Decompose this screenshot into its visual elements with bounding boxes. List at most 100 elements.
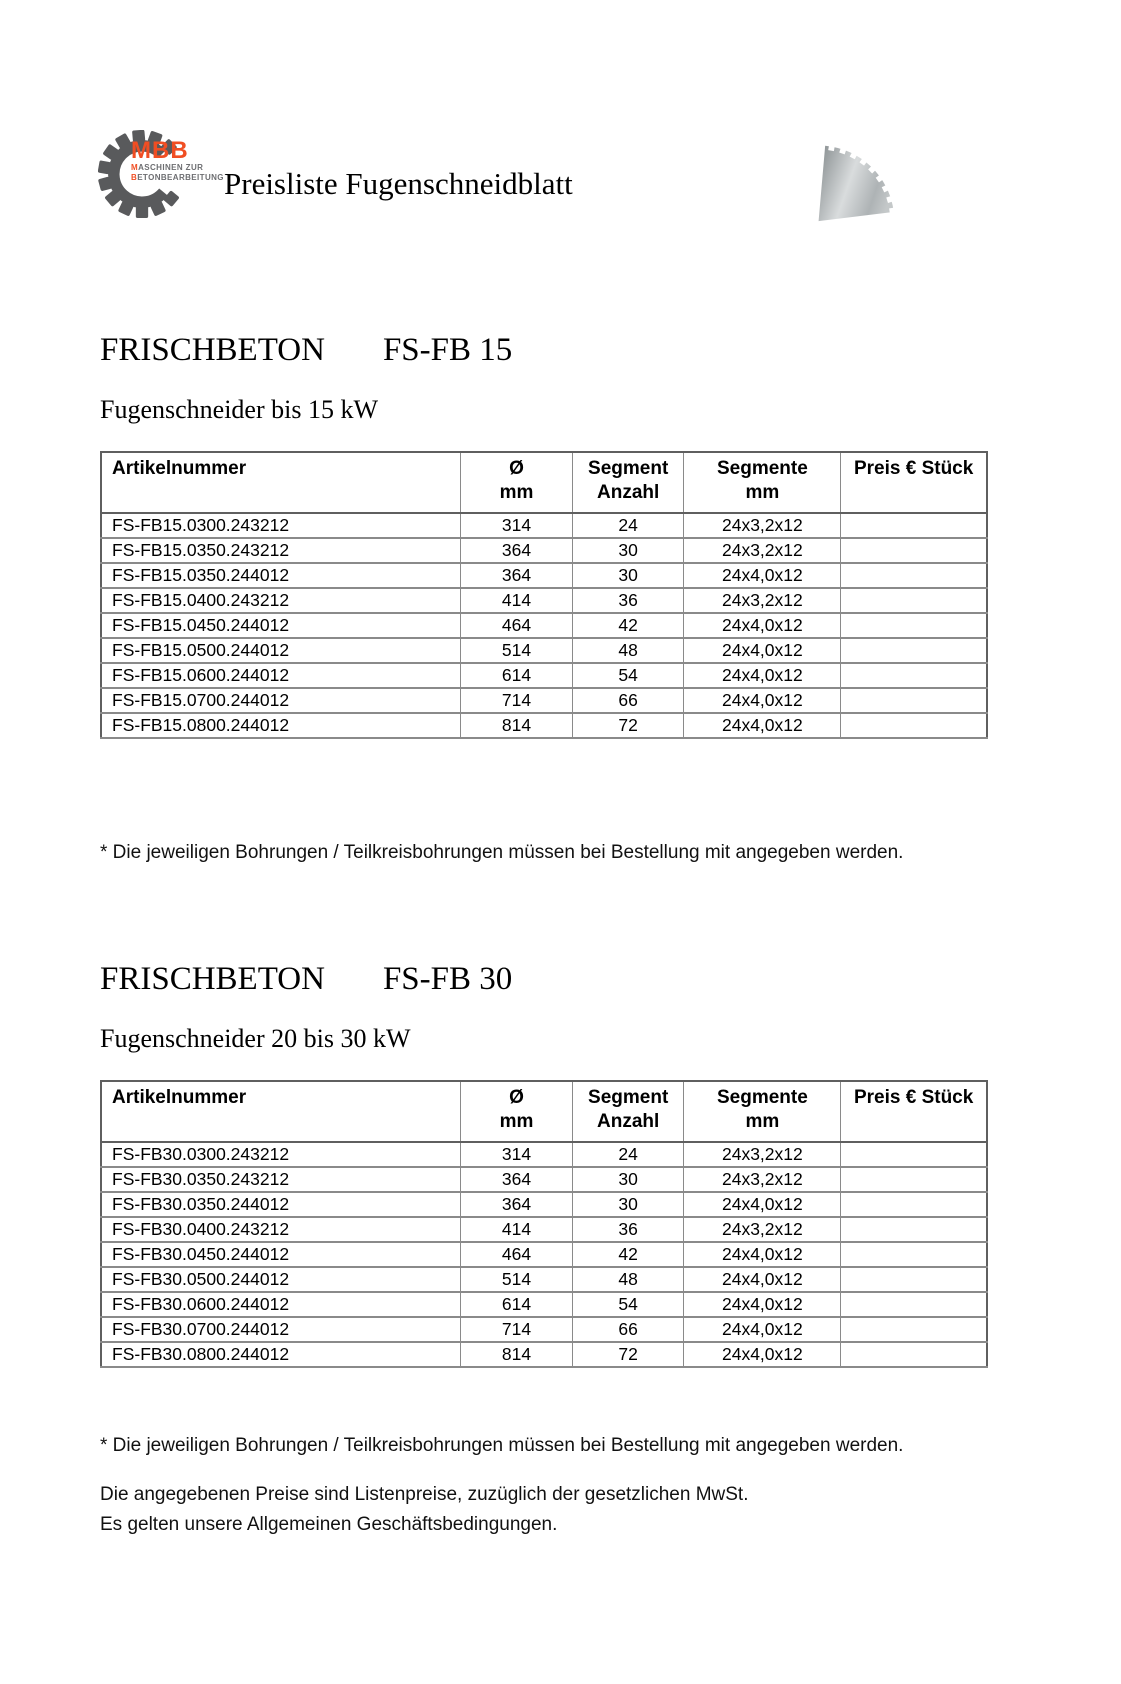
table-row: FS-FB15.0800.244012 814 72 24x4,0x12 [100,712,988,739]
value-cell: 314 [460,1141,573,1168]
table-row: FS-FB15.0400.243212 414 36 24x3,2x12 [100,587,988,614]
value-cell: 72 [571,712,685,739]
table-row: FS-FB15.0600.244012 614 54 24x4,0x12 [100,662,988,689]
table-row: FS-FB30.0350.244012 364 30 24x4,0x12 [100,1191,988,1218]
price-cell [840,1341,988,1368]
value-cell: 814 [460,1341,573,1368]
table-row: FS-FB30.0500.244012 514 48 24x4,0x12 [100,1266,988,1293]
article-number-cell: FS-FB30.0800.244012 [100,1341,462,1368]
price-cell [840,562,988,589]
price-cell [840,1166,988,1193]
table-row: FS-FB30.0800.244012 814 72 24x4,0x12 [100,1341,988,1368]
mbb-logo: MBB MASCHINEN ZUR BETONBEARBEITUNG [98,130,233,220]
article-number-cell: FS-FB30.0500.244012 [100,1266,462,1293]
section-fs-fb-30: FRISCHBETON FS-FB 30 Fugenschneider 20 bi… [100,959,988,1458]
document-header: MBB MASCHINEN ZUR BETONBEARBEITUNG Preis… [0,0,1121,232]
logo-tagline-line1: MASCHINEN ZUR [131,163,204,172]
value-cell: 24x4,0x12 [683,1341,842,1368]
value-cell: 66 [571,1316,685,1343]
value-cell: 714 [460,1316,573,1343]
gear-icon [98,130,179,218]
article-number-cell: FS-FB15.0700.244012 [100,687,462,714]
price-cell [840,1291,988,1318]
table-row: FS-FB30.0300.243212 314 24 24x3,2x12 [100,1141,988,1168]
value-cell: 42 [571,612,685,639]
value-cell: 36 [571,587,685,614]
value-cell: 714 [460,687,573,714]
value-cell: 514 [460,637,573,664]
article-number-cell: FS-FB15.0350.244012 [100,562,462,589]
value-cell: 464 [460,1241,573,1268]
table-row: FS-FB15.0700.244012 714 66 24x4,0x12 [100,687,988,714]
article-number-cell: FS-FB15.0450.244012 [100,612,462,639]
table-row: FS-FB15.0350.243212 364 30 24x3,2x12 [100,537,988,564]
table-row: FS-FB15.0350.244012 364 30 24x4,0x12 [100,562,988,589]
price-cell [840,537,988,564]
column-header: Segmente mm [683,1080,842,1143]
value-cell: 464 [460,612,573,639]
article-number-cell: FS-FB30.0300.243212 [100,1141,462,1168]
section-heading-model: FS-FB 30 [382,961,513,997]
column-header: Preis € Stück [840,1080,988,1143]
section-heading: FRISCHBETON FS-FB 15 [100,330,988,370]
section-heading-model: FS-FB 15 [382,332,513,368]
value-cell: 24 [571,1141,685,1168]
value-cell: 514 [460,1266,573,1293]
value-cell: 614 [460,662,573,689]
value-cell: 24x4,0x12 [683,562,842,589]
table-row: FS-FB15.0500.244012 514 48 24x4,0x12 [100,637,988,664]
value-cell: 30 [571,537,685,564]
value-cell: 24x3,2x12 [683,587,842,614]
value-cell: 24x4,0x12 [683,687,842,714]
price-cell [840,637,988,664]
article-number-cell: FS-FB30.0350.243212 [100,1166,462,1193]
article-number-cell: FS-FB30.0700.244012 [100,1316,462,1343]
section-heading: FRISCHBETON FS-FB 30 [100,959,988,999]
price-cell [840,612,988,639]
value-cell: 42 [571,1241,685,1268]
value-cell: 24x3,2x12 [683,1216,842,1243]
saw-blade-image [818,142,896,222]
value-cell: 54 [571,1291,685,1318]
value-cell: 24x4,0x12 [683,612,842,639]
column-header: Segment Anzahl [571,1080,685,1143]
article-number-cell: FS-FB15.0400.243212 [100,587,462,614]
article-number-cell: FS-FB15.0500.244012 [100,637,462,664]
value-cell: 814 [460,712,573,739]
price-cell [840,1191,988,1218]
table-row: FS-FB30.0450.244012 464 42 24x4,0x12 [100,1241,988,1268]
value-cell: 614 [460,1291,573,1318]
section-heading-main: FRISCHBETON [100,961,325,997]
table-row: FS-FB30.0350.243212 364 30 24x3,2x12 [100,1166,988,1193]
price-cell [840,1216,988,1243]
price-cell [840,1141,988,1168]
article-number-cell: FS-FB15.0600.244012 [100,662,462,689]
footnote: * Die jeweiligen Bohrungen / Teilkreisbo… [100,842,904,863]
table-row: FS-FB30.0700.244012 714 66 24x4,0x12 [100,1316,988,1343]
article-number-cell: FS-FB30.0400.243212 [100,1216,462,1243]
table-body: FS-FB15.0300.243212 314 24 24x3,2x12 FS-FB15… [100,512,988,739]
value-cell: 364 [460,537,573,564]
article-number-cell: FS-FB30.0350.244012 [100,1191,462,1218]
table-row: FS-FB15.0450.244012 464 42 24x4,0x12 [100,612,988,639]
price-cell [840,1266,988,1293]
value-cell: 48 [571,1266,685,1293]
value-cell: 314 [460,512,573,539]
price-cell [840,712,988,739]
logo-tagline-line2: BETONBEARBEITUNG [131,172,224,182]
table-row: FS-FB30.0600.244012 614 54 24x4,0x12 [100,1291,988,1318]
value-cell: 24x4,0x12 [683,1266,842,1293]
value-cell: 36 [571,1216,685,1243]
value-cell: 24x3,2x12 [683,1141,842,1168]
logo-brand: MBB [131,137,189,164]
document-footer: Die angegebenen Preise sind Listenpreise… [100,1480,1030,1540]
article-number-cell: FS-FB15.0300.243212 [100,512,462,539]
value-cell: 24x3,2x12 [683,512,842,539]
column-header: Segmente mm [683,451,842,514]
price-cell [840,687,988,714]
